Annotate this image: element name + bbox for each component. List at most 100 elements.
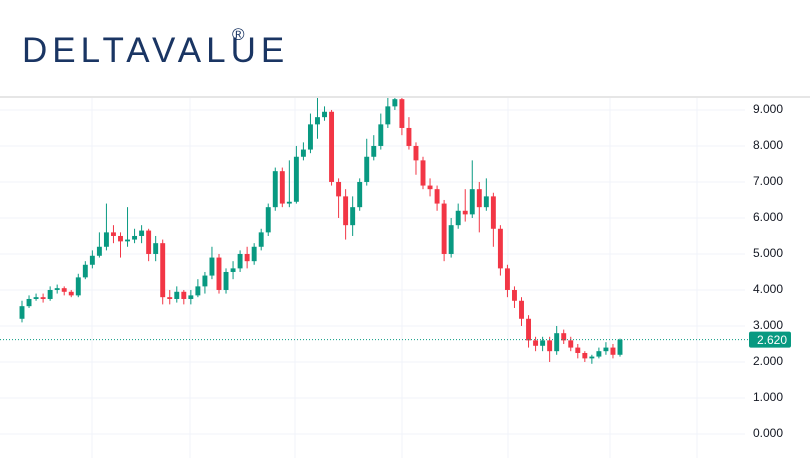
last-price-label: 2.620 <box>757 333 787 347</box>
y-tick-label: 4.000 <box>753 282 783 296</box>
candle-body <box>603 347 609 352</box>
candle-body <box>497 228 503 269</box>
candle-body <box>89 255 95 265</box>
candle-body <box>469 189 475 215</box>
candle-body <box>293 156 299 202</box>
candle-body <box>258 232 264 247</box>
y-tick-label: 9.000 <box>753 102 783 116</box>
candle-body <box>512 289 517 301</box>
candle-body <box>195 286 201 296</box>
candle-body <box>322 111 327 118</box>
candle-body <box>237 253 243 269</box>
candle-body <box>385 106 391 125</box>
candle-body <box>617 339 623 355</box>
candle-body <box>54 288 60 290</box>
candle-body <box>286 201 292 204</box>
candle-body <box>125 239 130 242</box>
y-tick-label: 0.000 <box>753 426 783 440</box>
candle-body <box>132 235 138 240</box>
candle-body <box>589 356 595 359</box>
candle-body <box>26 298 32 307</box>
candle-body <box>490 196 496 229</box>
candle-body <box>181 291 187 299</box>
candle-body <box>19 306 25 319</box>
candle-body <box>279 171 285 204</box>
y-tick-label: 2.000 <box>753 354 783 368</box>
candle-body <box>160 243 166 298</box>
last-price-box <box>749 331 791 348</box>
candle-body <box>554 333 560 352</box>
candle-body <box>230 268 236 272</box>
candle-body <box>223 271 229 290</box>
candle-body <box>272 171 278 208</box>
candle-body <box>540 340 546 346</box>
header <box>0 0 810 97</box>
candle-body <box>526 318 532 341</box>
candle-body <box>146 230 152 254</box>
candle-body <box>561 333 567 341</box>
candle-body <box>244 253 250 262</box>
candle-body <box>476 189 482 208</box>
candle-body <box>350 207 356 226</box>
candle-body <box>68 291 74 296</box>
candle-body <box>216 257 222 290</box>
logo-mark: ® <box>232 25 245 44</box>
candle-body <box>315 117 320 125</box>
candle-body <box>364 156 370 182</box>
candle-body <box>504 268 510 290</box>
candle-body <box>174 291 180 299</box>
candle-body <box>209 257 215 276</box>
candle-body <box>427 185 433 190</box>
candle-body <box>519 300 524 319</box>
candle-body <box>343 196 349 226</box>
candle-body <box>329 111 335 182</box>
candle-body <box>265 207 271 233</box>
y-tick-label: 6.000 <box>753 210 783 224</box>
candle-body <box>533 340 539 346</box>
candle-body <box>399 99 405 128</box>
candle-body <box>406 127 412 146</box>
y-tick-label: 3.000 <box>753 318 783 332</box>
candle-body <box>307 124 313 150</box>
candle-body <box>33 297 39 299</box>
y-tick-label: 8.000 <box>753 138 783 152</box>
candle-body <box>103 232 109 247</box>
candle-body <box>110 232 116 236</box>
candle-body <box>167 297 173 299</box>
candle-body <box>371 145 377 157</box>
y-tick-label: 7.000 <box>753 174 783 188</box>
candle-body <box>188 295 194 299</box>
candle-body <box>82 264 88 278</box>
candle-body <box>336 181 342 197</box>
candle-body <box>448 225 454 254</box>
logo[interactable]: DELTAVALUE <box>22 31 289 70</box>
candle-body <box>582 352 588 359</box>
candle-body <box>413 145 419 161</box>
candle-body <box>547 340 553 352</box>
candle-body <box>462 210 468 215</box>
candle-body <box>118 235 123 242</box>
candle-body <box>251 246 257 262</box>
plot: 0.000 1.000 2.000 3.000 4.000 5.000 6.000 7.000… <box>0 95 791 440</box>
y-tick-label: 5.000 <box>753 246 783 260</box>
candle-body <box>357 181 363 208</box>
candle-body <box>420 160 426 186</box>
candle-body <box>61 288 67 292</box>
candle-body <box>96 246 102 256</box>
candle-body <box>434 189 440 204</box>
candle-body <box>610 347 616 355</box>
candle-body <box>153 243 159 254</box>
candle-body <box>568 340 574 348</box>
chart-area <box>0 97 810 458</box>
candle-body <box>378 124 384 146</box>
candle-body <box>392 99 398 107</box>
candle-body <box>455 210 461 226</box>
candle-body <box>139 230 145 236</box>
candle-body <box>40 297 46 299</box>
candle-body <box>575 347 581 353</box>
candle-body <box>300 149 306 157</box>
candle-body <box>75 277 81 296</box>
